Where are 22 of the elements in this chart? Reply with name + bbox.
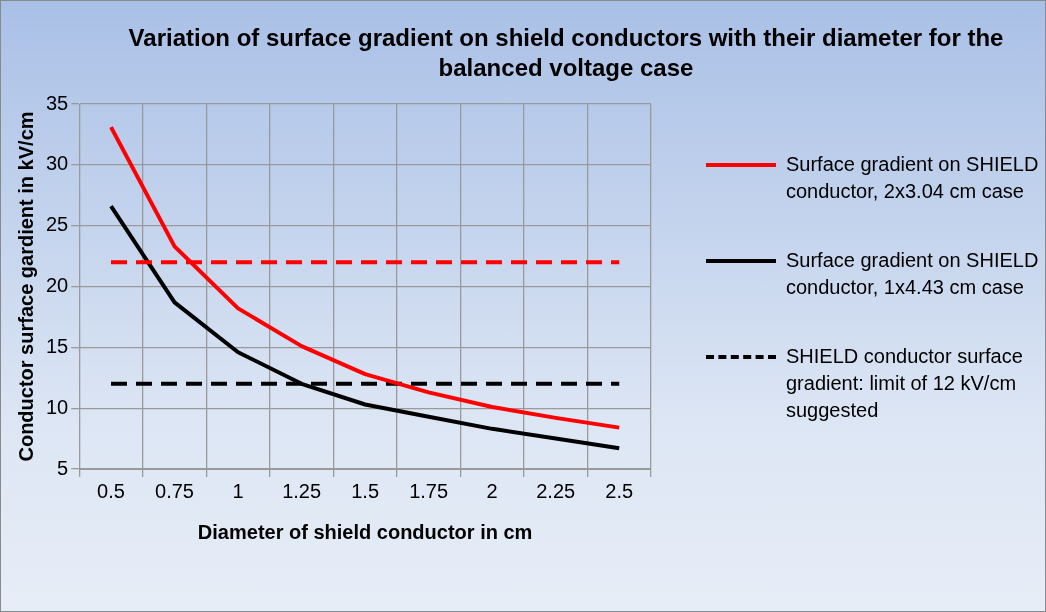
x-tick-label: 2 — [486, 479, 498, 502]
chart-title: Variation of surface gradient on shield conductors with their diameter for the balanced voltage case — [127, 23, 1005, 83]
x-tick-label: 1 — [232, 479, 244, 502]
x-tick-label: 1.5 — [351, 479, 380, 502]
legend-label: Surface gradient on SHIELD conductor, 1x4.43 cm case — [786, 248, 1040, 300]
y-tick-label: 30 — [46, 152, 69, 175]
y-tick-label: 25 — [46, 213, 69, 236]
legend-label: SHIELD conductor surface gradient: limit of 12 kV/cm suggested — [786, 344, 1024, 423]
x-tick-label: 0.75 — [155, 479, 195, 502]
x-tick-label: 2.25 — [536, 479, 576, 502]
x-tick-label: 1.25 — [282, 479, 322, 502]
x-axis-title: Diameter of shield conductor in cm — [197, 520, 533, 543]
y-tick-label: 20 — [46, 274, 69, 297]
y-tick-label: 35 — [46, 91, 69, 114]
legend-label: Surface gradient on SHIELD conductor, 2x3.04 cm case — [786, 152, 1040, 204]
x-tick-label: 2.5 — [605, 479, 634, 502]
x-tick-label: 1.75 — [409, 479, 449, 502]
x-tick-label: 0.5 — [97, 479, 125, 502]
y-tick-label: 15 — [46, 334, 69, 357]
y-tick-label: 5 — [57, 456, 69, 479]
y-axis-title: Conductor surface gardient in kV/cm — [14, 111, 37, 462]
y-tick-label: 10 — [46, 395, 69, 418]
